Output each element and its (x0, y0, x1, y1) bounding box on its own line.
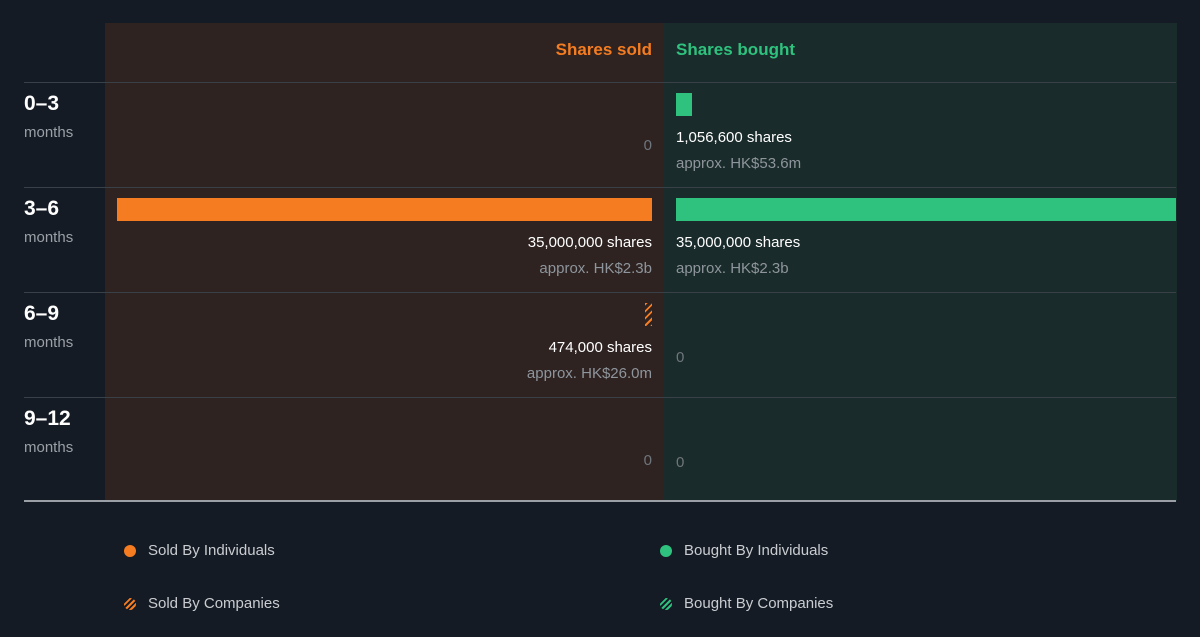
sold-solid-swatch (124, 544, 136, 557)
period-label: 6–9 months (24, 302, 73, 352)
bought-value: 35,000,000 shares approx. HK$2.3b (676, 234, 800, 278)
bought-approx-value: approx. HK$53.6m (676, 155, 802, 172)
legend-label: Bought By Companies (684, 595, 834, 612)
chart-baseline (24, 500, 1176, 502)
period-range: 9–12 (24, 407, 71, 430)
bought-shares: 35,000,000 shares (676, 234, 801, 251)
period-range: 6–9 (24, 302, 60, 325)
bought-zero: 0 (676, 454, 685, 471)
legend-item: Sold By Companies (124, 595, 280, 612)
period-unit: months (24, 334, 74, 351)
bought-approx-value: approx. HK$2.3b (676, 260, 789, 277)
period-unit: months (24, 229, 74, 246)
sold-zero: 0 (643, 452, 652, 469)
sold-value: 35,000,000 shares approx. HK$2.3b (528, 234, 652, 278)
bought-shares: 1,056,600 shares (676, 129, 792, 146)
period-unit: months (24, 124, 74, 141)
legend-label: Bought By Individuals (684, 542, 829, 559)
sold-zero: 0 (643, 137, 652, 154)
bought-panel (664, 23, 1177, 501)
sold-shares: 35,000,000 shares (527, 234, 652, 251)
period-label: 9–12 months (24, 407, 73, 457)
sold-approx-value: approx. HK$2.3b (539, 260, 652, 277)
sold-shares: 474,000 shares (548, 339, 652, 356)
sold-panel (105, 23, 664, 501)
row-separator (24, 292, 1176, 293)
period-range: 3–6 (24, 197, 60, 220)
legend-item: Bought By Individuals (660, 542, 828, 559)
period-range: 0–3 (24, 92, 60, 115)
row-separator (24, 397, 1176, 398)
sold-value: 474,000 shares approx. HK$26.0m (527, 339, 652, 383)
sold-approx-value: approx. HK$26.0m (526, 365, 652, 382)
row-separator (24, 187, 1176, 188)
legend-item: Sold By Individuals (124, 542, 275, 559)
bought-bar (676, 198, 1176, 221)
period-label: 0–3 months (24, 92, 73, 142)
row-separator (24, 82, 1176, 83)
period-unit: months (24, 439, 74, 456)
period-label: 3–6 months (24, 197, 73, 247)
bought-hatched-swatch (660, 597, 672, 610)
sold-hatched-swatch (124, 597, 136, 610)
bought-zero: 0 (676, 349, 685, 366)
sold-bar (644, 303, 652, 326)
legend-item: Bought By Companies (660, 595, 833, 612)
bought-bar (676, 93, 692, 116)
bought-value: 1,056,600 shares approx. HK$53.6m (676, 129, 801, 173)
sold-bar (117, 198, 652, 221)
legend-label: Sold By Individuals (148, 542, 275, 559)
bought-solid-swatch (660, 544, 672, 557)
shares-bought-header: Shares bought (676, 40, 796, 59)
shares-sold-header: Shares sold (555, 40, 652, 59)
legend-label: Sold By Companies (148, 595, 280, 612)
